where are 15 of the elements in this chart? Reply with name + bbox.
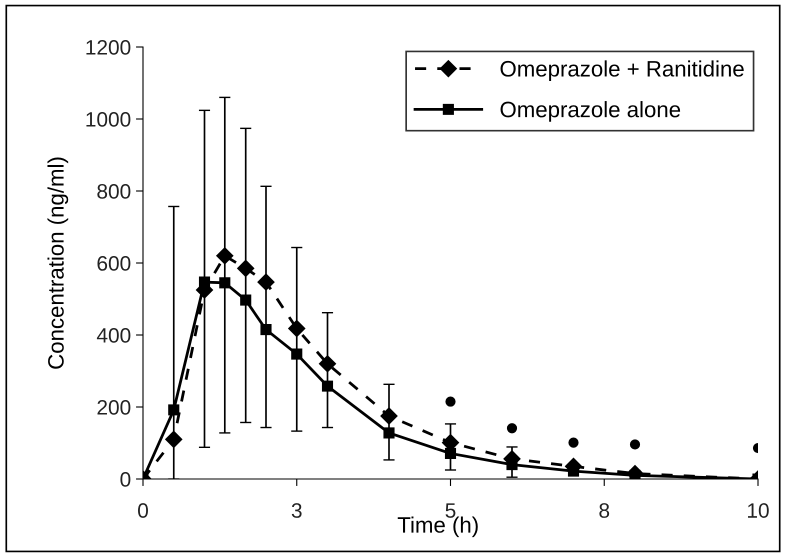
y-tick-label: 400 <box>96 328 130 343</box>
x-tick-label: 5 <box>446 503 456 518</box>
x-tick-label: 0 <box>138 503 148 518</box>
y-tick-label: 1200 <box>86 40 130 55</box>
x-tick-label: 10 <box>748 503 769 518</box>
y-axis-title: Concentration (ng/ml) <box>47 158 68 369</box>
y-tick-label: 0 <box>120 472 130 487</box>
x-tick-label: 3 <box>292 503 302 518</box>
legend-label: Omeprazole alone <box>500 101 680 122</box>
y-tick-label: 1000 <box>86 112 130 127</box>
x-tick-label: 8 <box>599 503 610 518</box>
legend-label: Omeprazole + Ranitidine <box>500 60 744 82</box>
y-tick-label: 600 <box>97 256 130 271</box>
y-tick-label: 200 <box>97 400 130 415</box>
y-tick-label: 800 <box>97 184 130 199</box>
